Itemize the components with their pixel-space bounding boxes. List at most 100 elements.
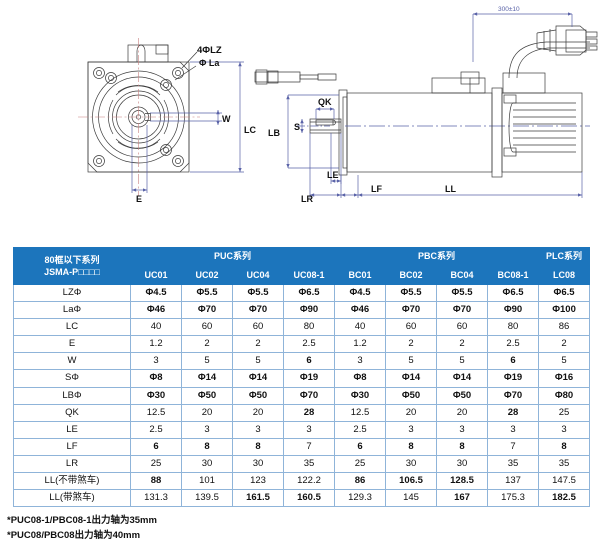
cell: 101 [181, 472, 233, 491]
row-label: LR [13, 454, 131, 474]
cell: Φ70 [181, 301, 233, 320]
cell: 182.5 [538, 489, 591, 508]
row-label: LC [13, 318, 131, 337]
cell: 28 [282, 403, 336, 422]
cell: 3 [181, 420, 233, 439]
cell: Φ70 [282, 386, 336, 405]
group-header-puc: PUC系列 [129, 246, 336, 266]
cell: 6 [130, 437, 182, 456]
col-header-uc04: UC04 [232, 264, 284, 285]
table-row: LZΦ Φ4.5 Φ5.5 Φ5.5 Φ6.5 Φ4.5 Φ5.5 Φ5.5 Φ… [13, 283, 591, 303]
cell: 12.5 [334, 403, 387, 422]
col-header-uc08-1: UC08-1 [282, 264, 336, 285]
table-row: LL(带煞车) 131.3 139.5 161.5 160.5 129.3 14… [13, 489, 591, 508]
table-row: E 1.2 2 2 2.5 1.2 2 2 2.5 2 [13, 335, 591, 354]
cell: Φ100 [538, 301, 591, 320]
cell: 129.3 [334, 489, 387, 508]
row-header-line2: JSMA-P□□□□ [44, 267, 100, 277]
cell: 128.5 [436, 472, 489, 491]
label-lr: LR [301, 194, 313, 204]
table-row: LC 40 60 60 80 40 60 60 80 86 [13, 318, 591, 337]
cell: 3 [436, 420, 489, 439]
cell: Φ14 [436, 369, 489, 388]
cell: 7 [282, 437, 336, 456]
row-header-line1: 80框以下系列 [44, 255, 100, 265]
group-header-pbc: PBC系列 [334, 246, 540, 266]
cell: 161.5 [232, 489, 284, 508]
cell: 1.2 [334, 335, 387, 354]
cell: 80 [282, 318, 336, 337]
cell: Φ80 [538, 386, 591, 405]
table-row: LL(不带煞车) 88 101 123 122.2 86 106.5 128.5… [13, 472, 591, 491]
cell: 137 [487, 472, 540, 491]
cell: 2.5 [487, 335, 540, 354]
cell: 3 [538, 420, 591, 439]
table-row: LF 6 8 8 7 6 8 8 7 8 [13, 437, 591, 456]
row-header-cell: 80框以下系列 JSMA-P□□□□ [13, 247, 131, 285]
cell: 123 [232, 472, 284, 491]
label-lf: LF [371, 184, 382, 194]
table-row: LBΦ Φ30 Φ50 Φ50 Φ70 Φ30 Φ50 Φ50 Φ70 Φ80 [13, 386, 591, 405]
cell: 60 [385, 318, 438, 337]
footnote-2: *PUC08/PBC08出力轴为40mm [7, 530, 141, 541]
side-view-motor-body [297, 71, 590, 178]
group-header-plc: PLC系列 [538, 246, 591, 266]
cell: 60 [436, 318, 489, 337]
cell: 30 [232, 454, 284, 474]
cell: 60 [181, 318, 233, 337]
col-header-lc08: LC08 [538, 264, 591, 285]
cell: Φ90 [282, 301, 336, 320]
cell: 2.5 [130, 420, 182, 439]
cell: Φ50 [232, 386, 284, 405]
cell: 5 [385, 352, 438, 371]
cell: 6 [334, 437, 387, 456]
row-label: QK [13, 403, 131, 422]
cell: 2.5 [282, 335, 336, 354]
row-label: LaΦ [13, 301, 131, 320]
cell: 175.3 [487, 489, 540, 508]
cell: 86 [538, 318, 591, 337]
footnote-1: *PUC08-1/PBC08-1出力轴为35mm [7, 515, 157, 526]
table-head: 80框以下系列 JSMA-P□□□□ PUC系列 PBC系列 PLC系列 UC0… [13, 246, 591, 285]
cell: 3 [334, 352, 387, 371]
cell: 20 [232, 403, 284, 422]
footnotes: *PUC08-1/PBC08-1出力轴为35mm *PUC08/PBC08出力轴… [7, 513, 407, 543]
table-row: LR 25 30 30 35 25 30 30 35 35 [13, 454, 591, 474]
cell: Φ6.5 [487, 283, 540, 303]
cell: Φ4.5 [130, 283, 182, 303]
cell: 25 [334, 454, 387, 474]
cell: 145 [385, 489, 438, 508]
cell: Φ14 [385, 369, 438, 388]
cell: 25 [130, 454, 182, 474]
cell: Φ70 [232, 301, 284, 320]
cell: 86 [334, 472, 387, 491]
cell: Φ6.5 [282, 283, 336, 303]
cell: 3 [385, 420, 438, 439]
cell: 167 [436, 489, 489, 508]
col-header-bc04: BC04 [436, 264, 489, 285]
cell: 160.5 [282, 489, 336, 508]
cell: Φ30 [334, 386, 387, 405]
cell: Φ19 [487, 369, 540, 388]
cell: 2 [385, 335, 438, 354]
cell: 106.5 [385, 472, 438, 491]
cell: 139.5 [181, 489, 233, 508]
cell: 28 [487, 403, 540, 422]
cell: 35 [487, 454, 540, 474]
col-header-bc08-1: BC08-1 [487, 264, 540, 285]
label-ll: LL [445, 184, 456, 194]
cell: Φ50 [436, 386, 489, 405]
cell: 30 [436, 454, 489, 474]
cell: 40 [334, 318, 387, 337]
cell: 8 [538, 437, 591, 456]
col-header-uc01: UC01 [130, 264, 182, 285]
label-key-width: W [222, 114, 231, 124]
cell: 1.2 [130, 335, 182, 354]
label-qk: QK [318, 97, 332, 107]
row-label: W [13, 352, 131, 371]
cell: 3 [130, 352, 182, 371]
cell: 2 [232, 335, 284, 354]
cell: 5 [232, 352, 284, 371]
cell: Φ19 [282, 369, 336, 388]
cell: 25 [538, 403, 591, 422]
